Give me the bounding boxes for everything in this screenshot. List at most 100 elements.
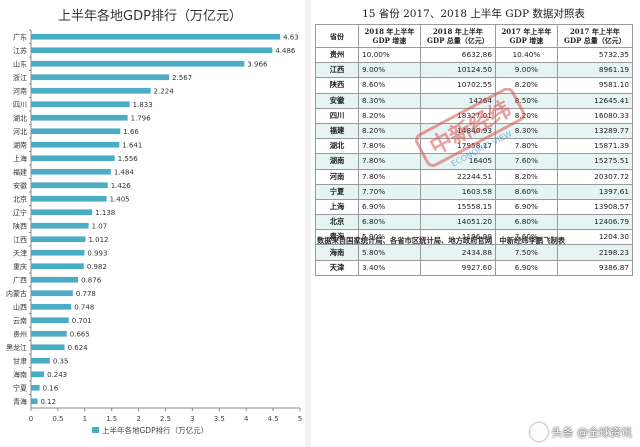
panel-divider bbox=[305, 0, 311, 447]
cell-province: 湖南 bbox=[315, 153, 359, 170]
cell-2018-total: 14840.93 bbox=[419, 122, 496, 140]
data-label: 4.63 bbox=[283, 33, 299, 41]
data-label: 0.748 bbox=[74, 303, 94, 311]
cell-2018-growth: 6.90% bbox=[358, 198, 421, 216]
header-2017-growth: 2017 年上半年 GDP 增速 bbox=[494, 24, 558, 48]
gdp-comparison-table-panel: 15 省份 2017、2018 上半年 GDP 数据对照表 省份 2018 年上… bbox=[311, 0, 636, 447]
x-tick-label: 2 bbox=[136, 415, 140, 423]
y-tick-label: 广西 bbox=[13, 275, 27, 284]
cell-2017-total: 1204.30 bbox=[556, 229, 634, 246]
cell-province: 四川 bbox=[315, 107, 359, 124]
y-tick-label: 贵州 bbox=[13, 329, 27, 338]
cell-2018-growth: 8.60% bbox=[358, 77, 421, 94]
data-label: 1.012 bbox=[88, 236, 108, 244]
cell-province: 江西 bbox=[315, 62, 359, 79]
bar bbox=[31, 357, 50, 364]
cell-2017-total: 13289.77 bbox=[556, 122, 634, 140]
data-label: 0.12 bbox=[40, 398, 56, 406]
bar bbox=[31, 155, 115, 162]
cell-2017-growth: 8.50% bbox=[494, 92, 558, 109]
table-row: 江西 9.00% 10124.50 9.00% 8961.19 bbox=[315, 62, 634, 79]
data-label: 3.966 bbox=[247, 60, 268, 68]
data-label: 1.07 bbox=[92, 222, 108, 230]
cell-province: 湖北 bbox=[315, 138, 359, 155]
x-tick-label: 1.5 bbox=[106, 415, 117, 423]
cell-2017-total: 16080.33 bbox=[556, 107, 634, 124]
bar-chart-svg: 上半年各地GDP排行（万亿元） 0 0.5 1 1.5 2 2.5 3 3.5 4 4.5 5 广东 4.… bbox=[6, 8, 302, 435]
y-tick-label: 江西 bbox=[13, 236, 27, 244]
data-label: 1.426 bbox=[111, 182, 132, 190]
data-label: 4.486 bbox=[275, 47, 296, 55]
cell-2017-growth: 10.40% bbox=[494, 46, 558, 64]
x-tick-label: 4.5 bbox=[268, 415, 279, 423]
bar bbox=[31, 195, 107, 202]
cell-2017-growth: 8.30% bbox=[494, 122, 558, 140]
cell-2018-total: 1603.58 bbox=[419, 183, 496, 200]
bar bbox=[31, 249, 85, 256]
cell-2018-total: 22244.51 bbox=[419, 168, 496, 185]
bar bbox=[31, 290, 73, 297]
table-header-row: 省份 2018 年上半年 GDP 增速 2018 年上半年 GDP 总量（亿元） 2… bbox=[315, 24, 634, 48]
cell-2017-total: 1397.61 bbox=[556, 183, 634, 200]
cell-2017-growth: 8.60% bbox=[494, 183, 558, 200]
cell-2017-growth: 8.20% bbox=[494, 107, 558, 124]
cell-province: 安徽 bbox=[315, 92, 359, 109]
bar bbox=[31, 114, 128, 121]
cell-province: 天津 bbox=[315, 259, 359, 276]
cell-2017-growth: 6.80% bbox=[494, 214, 558, 231]
cell-2017-total: 15871.39 bbox=[556, 138, 634, 155]
x-tick-label: 3 bbox=[190, 415, 194, 423]
y-tick-label: 重庆 bbox=[13, 262, 27, 271]
data-label: 0.982 bbox=[87, 263, 107, 271]
cell-province: 宁夏 bbox=[315, 183, 359, 200]
y-tick-label: 四川 bbox=[13, 101, 27, 109]
data-label: 0.778 bbox=[76, 290, 96, 298]
cell-2018-total: 2434.88 bbox=[419, 244, 496, 261]
gdp-comparison-table: 省份 2018 年上半年 GDP 增速 2018 年上半年 GDP 总量（亿元） 2… bbox=[315, 24, 634, 276]
cell-2017-total: 12645.41 bbox=[556, 92, 634, 109]
bar bbox=[31, 236, 86, 243]
y-tick-label: 上海 bbox=[13, 154, 27, 163]
bar bbox=[31, 60, 245, 67]
table-row: 海南 5.80% 2434.88 7.50% 2198.23 bbox=[315, 244, 634, 261]
data-label: 2.567 bbox=[172, 74, 192, 82]
data-label: 0.16 bbox=[43, 384, 59, 392]
data-label: 1.641 bbox=[122, 141, 142, 149]
y-tick-label: 海南 bbox=[13, 370, 27, 379]
x-tick-label: 2.5 bbox=[160, 415, 171, 423]
cell-2018-growth: 6.80% bbox=[358, 214, 421, 231]
data-label: 1.405 bbox=[110, 195, 130, 203]
cell-2018-growth: 7.80% bbox=[358, 153, 421, 170]
cell-province: 河南 bbox=[315, 168, 359, 185]
data-label: 1.556 bbox=[118, 155, 139, 163]
data-label: 0.701 bbox=[72, 317, 92, 325]
cell-2017-total: 12406.79 bbox=[556, 214, 634, 231]
data-label: 0.243 bbox=[47, 371, 67, 379]
cell-2017-growth: 7.80% bbox=[494, 138, 558, 155]
table-row: 贵州 10.00% 6632.86 10.40% 5732.35 bbox=[315, 46, 634, 64]
y-tick-label: 天津 bbox=[13, 249, 27, 257]
y-tick-label: 宁夏 bbox=[13, 383, 27, 392]
legend-label: 上半年各地GDP排行（万亿元） bbox=[102, 425, 208, 435]
bar bbox=[31, 141, 120, 148]
cell-2017-total: 5732.35 bbox=[556, 46, 634, 64]
data-label: 0.35 bbox=[53, 357, 69, 365]
x-tick-label: 0 bbox=[29, 415, 33, 423]
table-source-note: 数据来自国家统计局、各省市区统计局、地方政府官网 中新经纬李鹏飞制表 bbox=[317, 236, 566, 245]
data-label: 1.833 bbox=[133, 101, 153, 109]
y-tick-label: 湖南 bbox=[13, 140, 27, 149]
cell-2018-total: 10124.50 bbox=[419, 62, 496, 79]
table-row: 北京 6.80% 14051.20 6.80% 12406.79 bbox=[315, 214, 634, 231]
cell-2017-total: 9386.87 bbox=[556, 259, 634, 276]
y-tick-label: 内蒙古 bbox=[6, 289, 27, 298]
cell-province: 贵州 bbox=[315, 46, 359, 64]
y-tick-label: 甘肃 bbox=[13, 356, 27, 365]
bar bbox=[31, 371, 45, 378]
x-tick-label: 3.5 bbox=[214, 415, 225, 423]
cell-2017-total: 20307.72 bbox=[556, 168, 634, 185]
cell-2018-total: 6632.86 bbox=[419, 46, 496, 64]
y-tick-label: 浙江 bbox=[13, 73, 27, 82]
cell-province: 福建 bbox=[315, 122, 359, 140]
cell-province: 陕西 bbox=[315, 77, 359, 94]
bar bbox=[31, 47, 273, 54]
